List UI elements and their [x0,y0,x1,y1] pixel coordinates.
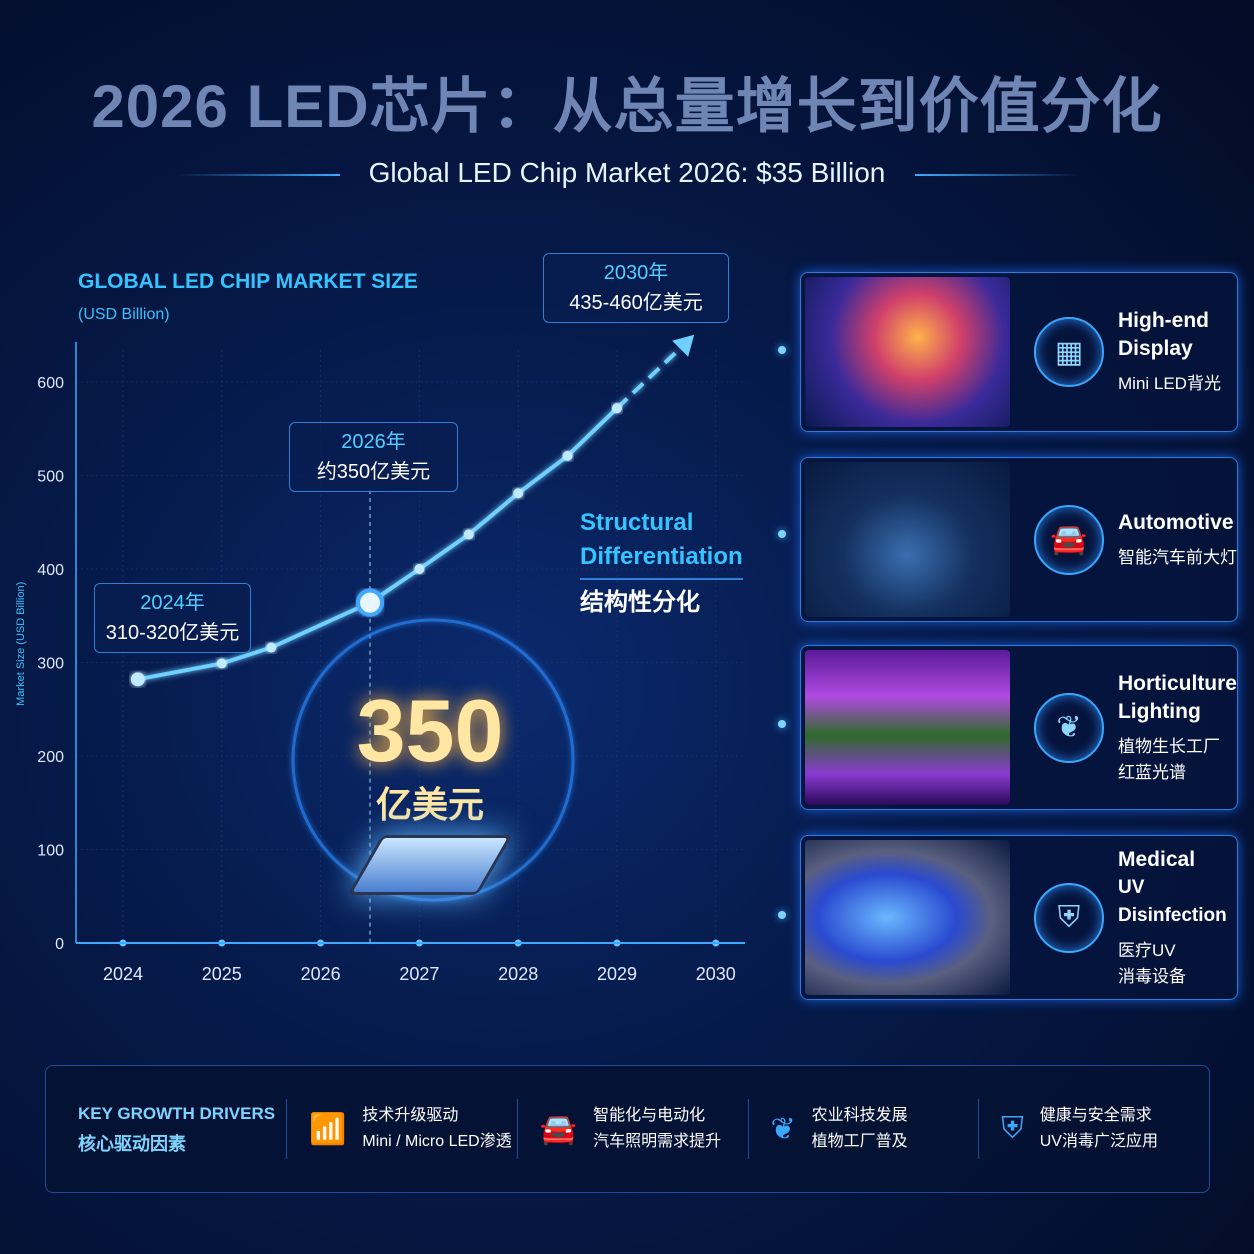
highlight-point [356,588,384,617]
driver-title: 农业科技发展 [811,1107,908,1124]
projection-line [615,341,688,410]
page-title: 2026 LED芯片：从总量增长到价值分化 [91,73,1163,140]
segment-desc: 红蓝光谱 [1117,762,1186,782]
connector-dot [778,911,786,919]
segment-card-horticulture: ❦ Horticulture Lighting 植物生长工厂 红蓝光谱 [800,645,1238,810]
note-en-1: Structural [580,509,694,536]
x-tick-label: 2027 [399,964,439,984]
data-point [612,403,622,414]
market-size-line-chart: 0 100 200 300 400 500 600 2024 2025 2026 2027 2028 2… [15,334,745,984]
driver-title: 技术升级驱动 [362,1107,459,1124]
chart-unit: (USD Billion) [78,306,170,323]
car-icon: 🚘 [539,1112,578,1146]
y-tick-label: 200 [37,749,64,766]
big-number: 350 [356,681,504,780]
headline-value: 350 亿美元 [300,680,560,828]
x-tick-label: 2029 [597,964,637,984]
driver-item: 📶 技术升级驱动 Mini / Micro LED渗透 [286,1099,517,1159]
callout-year: 2030年 [603,262,669,284]
drivers-title-en: KEY GROWTH DRIVERS [78,1104,276,1123]
segment-card-automotive: 🚘 Automotive 智能汽车前大灯 [800,457,1238,622]
callout-value: 435-460亿美元 [569,292,703,314]
key-growth-drivers-panel: KEY GROWTH DRIVERS 核心驱动因素 📶 技术升级驱动 Mini / M… [45,1065,1210,1193]
callout-2024: 2024年 310-320亿美元 [94,583,251,653]
data-point [562,450,573,461]
segment-title: Medical [1118,847,1196,871]
driver-desc: UV消毒广泛应用 [1039,1133,1158,1150]
callout-value: 约350亿美元 [316,461,431,483]
driver-desc: 汽车照明需求提升 [593,1133,722,1150]
segment-title: Display [1118,337,1193,360]
segment-title: High-end [1118,309,1209,332]
leaf-icon: ❦ [1033,692,1104,763]
callout-2026: 2026年约350亿美元 [289,422,458,492]
segment-desc: Mini LED背光 [1118,374,1221,393]
driver-desc: 植物工厂普及 [811,1133,908,1150]
callout-year: 2026年 [341,431,406,453]
driver-title: 健康与安全需求 [1039,1107,1152,1124]
connector-dot [778,530,786,538]
y-tick-label: 100 [37,843,64,860]
car-icon: 🚘 [1034,504,1104,575]
x-tick-label: 2026 [301,964,341,984]
sprout-icon: ❦ [770,1112,796,1146]
data-point [266,642,277,653]
projection-arrowhead [672,334,695,357]
driver-item: ❦ 农业科技发展 植物工厂普及 [747,1099,979,1159]
x-tick-label: 2024 [103,964,143,984]
data-point [463,529,474,540]
connector-dot [778,346,786,354]
shield-plus-icon: ⛨ [1001,1112,1024,1145]
car-image [805,462,1010,617]
data-point [216,658,227,669]
segment-title: UV Disinfection [1118,876,1227,926]
y-tick-label: 600 [37,375,64,392]
driver-item: ⛨ 健康与安全需求 UV消毒广泛应用 [978,1099,1209,1159]
segment-desc: 植物生长工厂 [1117,736,1220,756]
data-point [414,564,425,574]
plant-factory-image [805,650,1010,805]
driver-item: 🚘 智能化与电动化 汽车照明需求提升 [516,1099,748,1159]
note-en-2: Differentiation [580,543,743,570]
y-tick-label: 400 [37,562,64,579]
driver-title: 智能化与电动化 [593,1107,706,1124]
driver-desc: Mini / Micro LED渗透 [362,1133,512,1150]
shield-plus-icon: ⛨ [1034,882,1104,953]
x-tick-label: 2025 [202,964,242,984]
glow-ring [291,618,575,902]
page-subtitle: Global LED Chip Market 2026: $35 Billion [368,157,886,188]
uv-device-image [805,840,1010,995]
y-tick-label: 0 [55,936,64,953]
segment-desc: 消毒设备 [1118,966,1186,986]
y-axis-label: Market Size (USD Billion) [15,582,27,706]
data-point [513,488,524,499]
data-point [130,672,145,687]
note-cn: 结构性分化 [580,578,743,620]
segment-card-display: ▦ High-end Display Mini LED背光 [800,272,1238,432]
callout-year: 2024年 [140,592,205,614]
segment-title: Automotive [1118,510,1234,534]
led-matrix-icon: ▦ [1034,317,1104,387]
segment-desc: 智能汽车前大灯 [1118,547,1237,567]
segment-title: Horticulture [1117,671,1237,695]
x-tick-label: 2030 [696,964,736,984]
structural-differentiation-note: Structural Differentiation 结构性分化 [580,506,743,620]
subtitle-line-left [175,174,340,176]
monitor-image [805,277,1010,427]
x-tick-label: 2028 [498,964,538,984]
chart-title: GLOBAL LED CHIP MARKET SIZE [78,270,418,293]
callout-value: 310-320亿美元 [105,622,240,644]
segment-desc: 医疗UV [1118,940,1176,960]
segment-title: Lighting [1117,699,1201,723]
y-tick-label: 500 [37,469,64,486]
segment-card-medical: ⛨ Medical UV Disinfection 医疗UV 消毒设备 [800,835,1238,1000]
y-tick-label: 300 [37,656,64,673]
connector-dot [778,720,786,728]
drivers-title-cn: 核心驱动因素 [78,1134,186,1154]
callout-2030: 2030年 435-460亿美元 [543,253,729,323]
big-unit: 亿美元 [375,784,484,825]
bar-chart-up-icon: 📶 [309,1112,347,1146]
